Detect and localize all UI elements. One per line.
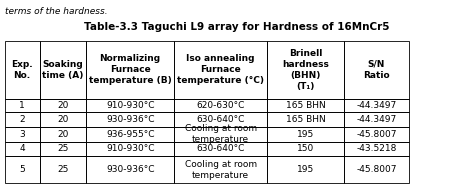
Bar — [174, 41, 267, 99]
Text: 5: 5 — [19, 165, 25, 174]
Text: Cooling at room
temperature: Cooling at room temperature — [185, 160, 257, 180]
Bar — [39, 142, 86, 156]
Text: Brinell
hardness
(BHN)
(T₁): Brinell hardness (BHN) (T₁) — [282, 49, 329, 91]
Bar — [5, 156, 39, 183]
Text: S/N
Ratio: S/N Ratio — [363, 60, 390, 80]
Bar — [5, 112, 39, 127]
Bar — [86, 127, 174, 142]
Text: 165 BHN: 165 BHN — [286, 101, 325, 110]
Bar — [5, 142, 39, 156]
Bar — [39, 127, 86, 142]
Text: 195: 195 — [297, 130, 314, 139]
Bar — [86, 99, 174, 112]
Text: 630-640°C: 630-640°C — [197, 115, 245, 124]
Text: -43.5218: -43.5218 — [356, 144, 397, 153]
Text: -45.8007: -45.8007 — [356, 165, 397, 174]
Text: 910-930°C: 910-930°C — [106, 101, 155, 110]
Text: 1: 1 — [19, 101, 25, 110]
Bar — [267, 127, 344, 142]
Text: -44.3497: -44.3497 — [356, 101, 396, 110]
Text: -44.3497: -44.3497 — [356, 115, 396, 124]
Text: 150: 150 — [297, 144, 314, 153]
Bar — [267, 99, 344, 112]
Text: 20: 20 — [57, 101, 68, 110]
Bar — [39, 99, 86, 112]
Text: Table-3.3 Taguchi L9 array for Hardness of 16MnCr5: Table-3.3 Taguchi L9 array for Hardness … — [84, 22, 390, 32]
Text: 20: 20 — [57, 115, 68, 124]
Bar — [39, 112, 86, 127]
Text: 20: 20 — [57, 130, 68, 139]
Bar — [344, 99, 409, 112]
Bar — [174, 156, 267, 183]
Bar — [174, 127, 267, 142]
Text: Iso annealing
Furnace
temperature (°C): Iso annealing Furnace temperature (°C) — [177, 54, 264, 85]
Bar — [344, 127, 409, 142]
Bar — [344, 142, 409, 156]
Bar — [267, 142, 344, 156]
Text: terms of the hardness.: terms of the hardness. — [5, 7, 108, 16]
Bar — [174, 142, 267, 156]
Text: 165 BHN: 165 BHN — [286, 115, 325, 124]
Bar — [5, 99, 39, 112]
Text: -45.8007: -45.8007 — [356, 130, 397, 139]
Bar — [267, 112, 344, 127]
Text: 936-955°C: 936-955°C — [106, 130, 155, 139]
Text: 3: 3 — [19, 130, 25, 139]
Text: 2: 2 — [19, 115, 25, 124]
Bar — [267, 156, 344, 183]
Text: 910-930°C: 910-930°C — [106, 144, 155, 153]
Text: 930-936°C: 930-936°C — [106, 165, 155, 174]
Bar — [86, 112, 174, 127]
Text: Soaking
time (A): Soaking time (A) — [42, 60, 83, 80]
Bar — [39, 41, 86, 99]
Text: 25: 25 — [57, 165, 68, 174]
Bar — [86, 142, 174, 156]
Bar — [39, 156, 86, 183]
Bar — [344, 156, 409, 183]
Bar — [344, 41, 409, 99]
Bar — [174, 99, 267, 112]
Bar — [174, 112, 267, 127]
Text: 195: 195 — [297, 165, 314, 174]
Text: Exp.
No.: Exp. No. — [11, 60, 33, 80]
Bar — [5, 127, 39, 142]
Text: Cooling at room
temperature: Cooling at room temperature — [185, 124, 257, 144]
Text: 4: 4 — [19, 144, 25, 153]
Bar — [5, 41, 39, 99]
Bar — [267, 41, 344, 99]
Text: 930-936°C: 930-936°C — [106, 115, 155, 124]
Bar — [86, 41, 174, 99]
Bar — [86, 156, 174, 183]
Text: 630-640°C: 630-640°C — [197, 144, 245, 153]
Text: 25: 25 — [57, 144, 68, 153]
Bar — [344, 112, 409, 127]
Text: Normalizing
Furnace
temperature (B): Normalizing Furnace temperature (B) — [89, 54, 172, 85]
Text: 620-630°C: 620-630°C — [197, 101, 245, 110]
